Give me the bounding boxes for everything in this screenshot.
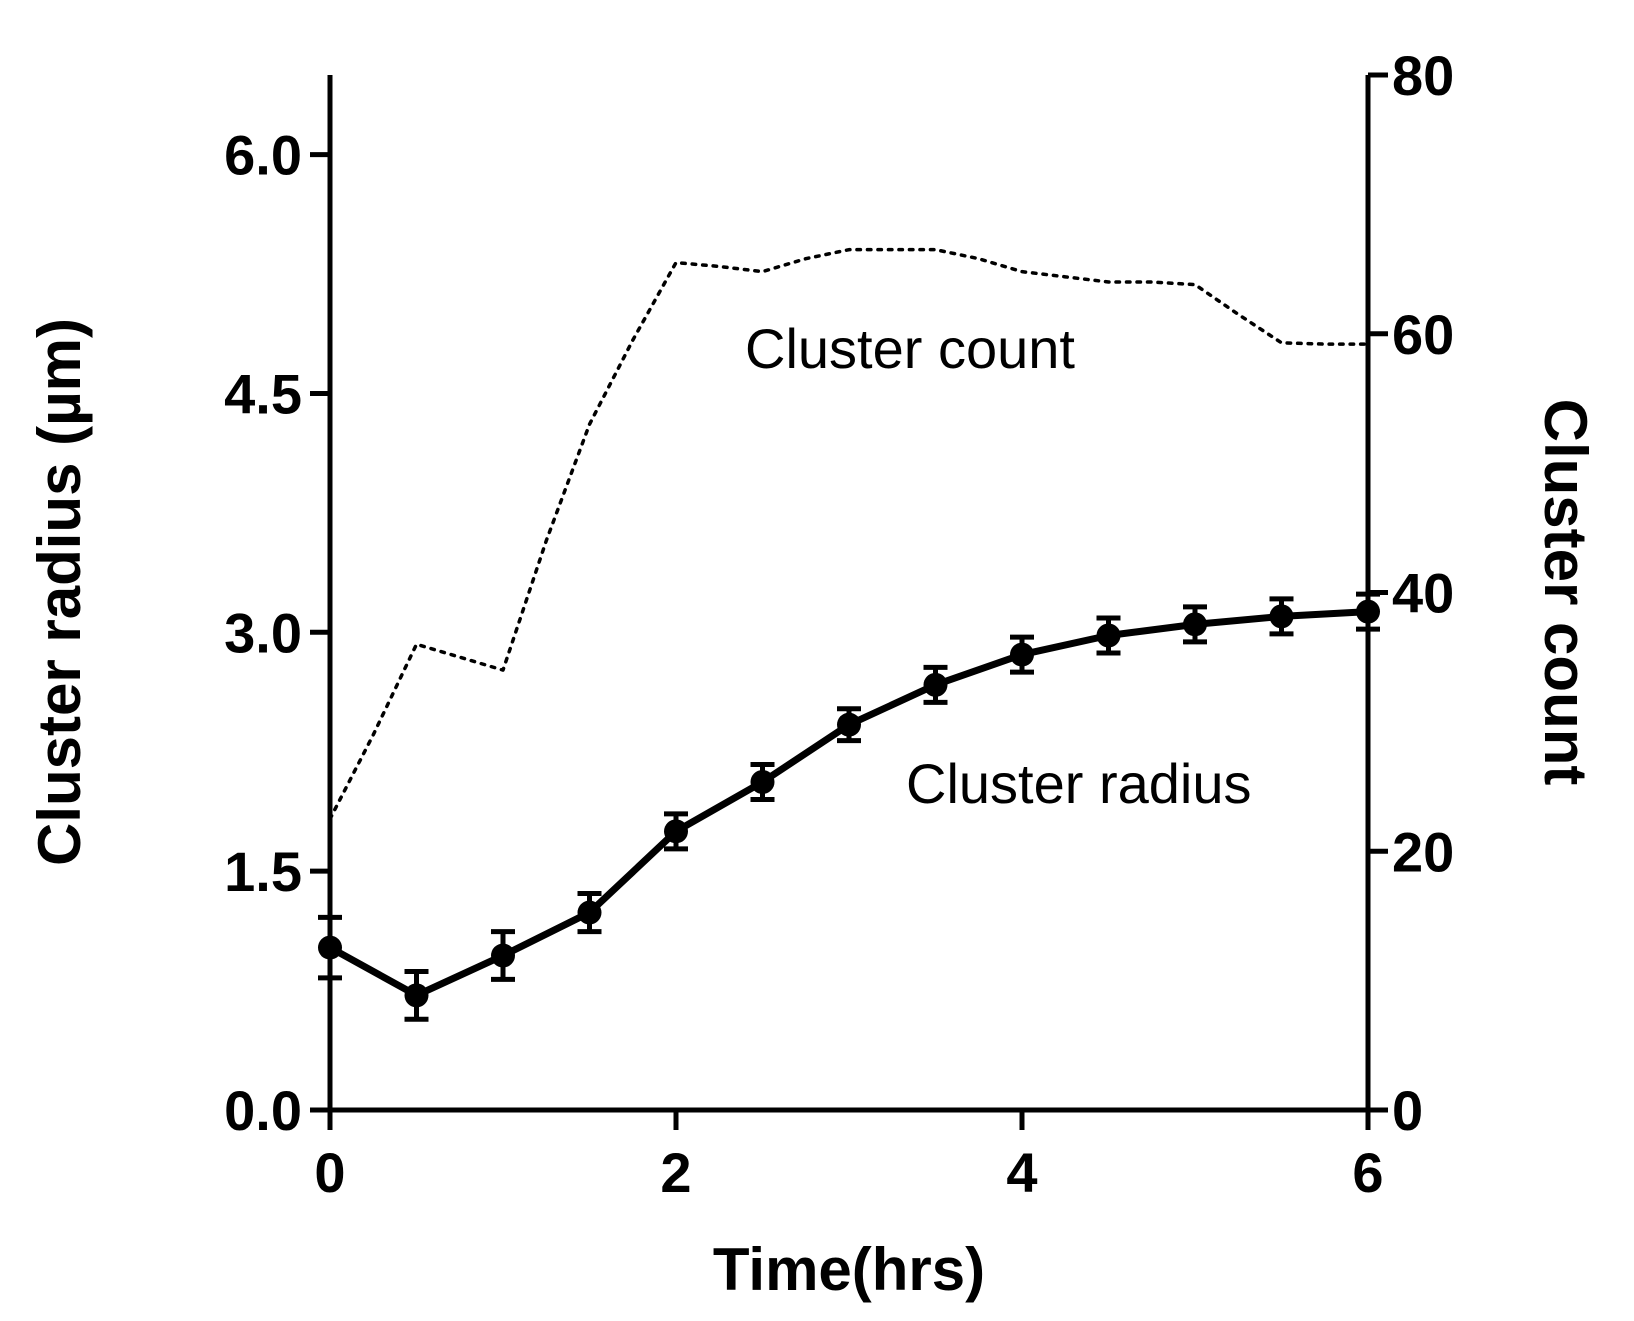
data-point [1269, 604, 1294, 629]
data-point [1356, 599, 1380, 624]
y-axis-left-title: Cluster radius (µm) [26, 318, 93, 866]
data-point [577, 900, 602, 925]
data-point [1096, 623, 1121, 648]
x-axis-ticks: 0 2 4 6 [314, 1110, 1384, 1204]
data-point [318, 935, 342, 960]
data-point [664, 819, 688, 844]
annotation-cluster-count: Cluster count [745, 317, 1075, 380]
x-axis-title: Time(hrs) [713, 1236, 985, 1303]
x-tick-label: 0 [314, 1141, 345, 1204]
y-right-tick-label: 0 [1392, 1079, 1423, 1142]
data-point [923, 672, 948, 697]
y-left-tick-label: 6.0 [224, 124, 302, 187]
data-point [1183, 612, 1207, 637]
y-left-tick-label: 3.0 [224, 601, 302, 664]
data-point [1010, 642, 1034, 667]
data-point [404, 983, 429, 1008]
cluster-count-line [328, 247, 1370, 821]
y-right-tick-label: 40 [1392, 562, 1454, 625]
y-axis-right-title: Cluster count [1532, 399, 1599, 786]
y-right-tick-label: 20 [1392, 820, 1454, 883]
series-cluster-radius [318, 591, 1380, 1022]
y-axis-left-ticks: 0.0 1.5 3.0 4.5 6.0 [224, 124, 330, 1142]
x-tick-label: 4 [1006, 1141, 1037, 1204]
data-point [750, 769, 775, 794]
y-left-tick-label: 0.0 [224, 1079, 302, 1142]
y-axis-right-ticks: 0 20 40 60 80 [1368, 44, 1454, 1142]
data-point [837, 712, 861, 737]
series-cluster-count [328, 247, 1370, 821]
y-left-tick-label: 4.5 [224, 362, 302, 425]
y-left-tick-label: 1.5 [224, 840, 302, 903]
x-tick-label: 6 [1352, 1141, 1383, 1204]
data-point [491, 943, 515, 968]
y-right-tick-label: 60 [1392, 303, 1454, 366]
y-right-tick-label: 80 [1392, 44, 1454, 107]
x-tick-label: 2 [660, 1141, 691, 1204]
annotation-cluster-radius: Cluster radius [906, 752, 1251, 815]
